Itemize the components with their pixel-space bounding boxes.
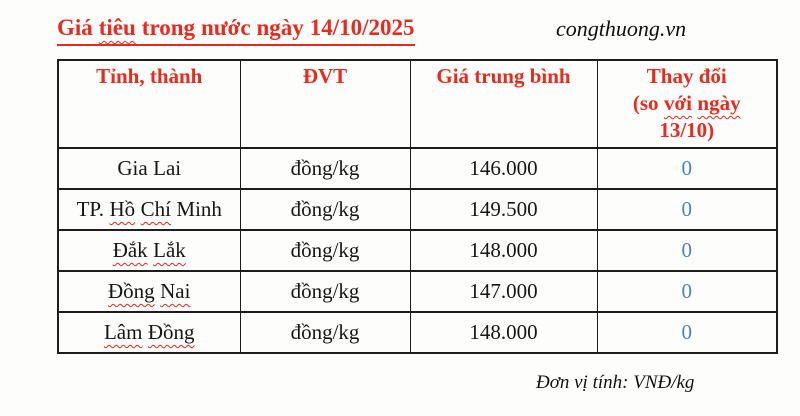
cell-price: 148.000 [409, 311, 598, 354]
watermark-congthuong: congthuong.vn [556, 16, 687, 41]
change-header-line2: (so với ngày [602, 90, 773, 117]
table-row: Lâm Đồng đồng/kg 148.000 0 [57, 311, 778, 354]
title-word: trong [141, 15, 196, 40]
cell-change: 0 [596, 311, 778, 354]
province-word-misspelled: Đồng [147, 320, 195, 344]
cell-price: 148.000 [409, 229, 598, 272]
col-header-unit: ĐVT [239, 59, 411, 149]
cell-province: Đồng Nai [57, 270, 241, 313]
province-word: Minh [176, 197, 222, 221]
change-header-word-misspelled: với [664, 91, 692, 115]
title-word-misspelled: tiêu [98, 15, 136, 40]
cell-change: 0 [596, 147, 778, 190]
change-header-line1: Thay đổi [646, 64, 727, 88]
province-word-misspelled: Đắk [112, 238, 148, 262]
table-row: Đồng Nai đồng/kg 147.000 0 [57, 270, 778, 313]
cell-unit: đồng/kg [239, 188, 411, 231]
title-date: 14/10/2025 [309, 15, 415, 40]
cell-change: 0 [596, 270, 778, 313]
province-word: Gia [117, 156, 148, 180]
cell-unit: đồng/kg [239, 147, 411, 190]
cell-price: 149.500 [409, 188, 598, 231]
province-word-misspelled: Lâm [103, 320, 143, 344]
page-title: Giá tiêu trong nước ngày 14/10/2025 [57, 15, 415, 46]
table-row: Gia Lai đồng/kg 146.000 0 [57, 147, 778, 190]
cell-province: TP. Hồ Chí Minh [57, 188, 241, 231]
col-header-avg-price: Giá trung bình [409, 59, 598, 149]
cell-province: Đắk Lắk [57, 229, 241, 272]
province-word-misspelled: Lắk [153, 238, 186, 262]
change-header-word-misspelled: ngày [697, 91, 741, 115]
province-word-misspelled: Nai [160, 279, 191, 303]
header-row: Tỉnh, thành ĐVT Giá trung bình Thay đổi … [57, 59, 778, 149]
cell-province: Lâm Đồng [57, 311, 241, 354]
unit-note: Đơn vị tính: VNĐ/kg [536, 372, 695, 393]
cell-price: 146.000 [409, 147, 598, 190]
change-header-line3: 13/10) [659, 118, 715, 142]
cell-unit: đồng/kg [239, 229, 411, 272]
col-header-province: Tỉnh, thành [57, 59, 241, 149]
cell-unit: đồng/kg [239, 270, 411, 313]
title-word: nước [201, 15, 251, 40]
table-row: TP. Hồ Chí Minh đồng/kg 149.500 0 [57, 188, 778, 231]
province-word-misspelled: Hồ [109, 197, 136, 221]
change-header-word: (so [632, 91, 659, 115]
cell-price: 147.000 [409, 270, 598, 313]
province-word-misspelled: Chí [140, 197, 171, 221]
cell-change: 0 [596, 229, 778, 272]
province-word: TP. [76, 197, 105, 221]
province-word: Lai [153, 156, 182, 180]
price-table: Tỉnh, thành ĐVT Giá trung bình Thay đổi … [57, 59, 778, 354]
title-word: Giá [57, 15, 93, 40]
title-word: ngày [256, 15, 304, 40]
col-header-change: Thay đổi (so với ngày 13/10) [596, 59, 778, 149]
cell-province: Gia Lai [57, 147, 241, 190]
cell-change: 0 [596, 188, 778, 231]
table-row: Đắk Lắk đồng/kg 148.000 0 [57, 229, 778, 272]
province-word-misspelled: Đồng [108, 279, 155, 303]
cell-unit: đồng/kg [239, 311, 411, 354]
